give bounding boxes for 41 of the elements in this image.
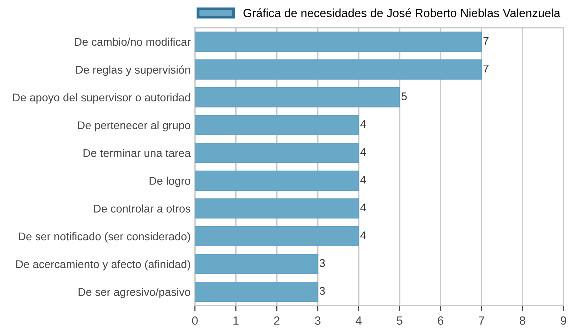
data-label: 4: [360, 176, 366, 184]
data-label: 7: [484, 64, 489, 73]
x-tick-label: 8: [520, 316, 526, 326]
x-tick-label: 6: [438, 316, 444, 326]
y-tick-label: De ser agresivo/pasivo: [78, 288, 191, 298]
bar: [195, 60, 482, 80]
x-tick-label: 1: [234, 316, 239, 325]
x-tick-label: 7: [479, 316, 484, 325]
x-tick-label: 0: [192, 316, 198, 326]
data-label: 5: [402, 92, 407, 101]
x-tick-label: 5: [397, 316, 403, 326]
data-label: 3: [320, 287, 326, 296]
y-tick-label: De ser notificado (ser considerado): [18, 232, 190, 243]
data-label: 3: [320, 259, 326, 268]
data-label: 4: [360, 148, 366, 156]
y-tick-label: De terminar una tarea: [84, 149, 191, 158]
data-label: 7: [484, 37, 489, 45]
bar: [195, 198, 360, 219]
legend-label: Gráfica de necesidades de José Roberto Nieblas Valenzuela: [244, 8, 561, 18]
x-tick-label: 9: [560, 316, 566, 326]
x-tick-label: 3: [315, 316, 321, 326]
bar: [195, 282, 318, 302]
bar: [195, 115, 360, 136]
bar: [195, 87, 400, 108]
data-label: 4: [360, 232, 366, 240]
y-tick-label: De pertenecer al grupo: [78, 121, 191, 132]
x-tick-label: 2: [274, 316, 280, 325]
y-tick-label: De apoyo del supervisor o autoridad: [13, 94, 190, 104]
x-tick-label: 4: [356, 316, 362, 325]
bar: [195, 32, 482, 52]
y-tick-label: De cambio/no modificar: [75, 38, 191, 46]
bar: [195, 226, 360, 247]
y-tick-label: De acercamiento y afecto (afinidad): [16, 260, 190, 271]
bar: [195, 170, 360, 191]
bar: [195, 143, 360, 164]
bar: [195, 254, 318, 274]
y-tick-label: De controlar a otros: [94, 204, 191, 213]
data-label: 4: [360, 204, 366, 212]
y-tick-label: De reglas y supervisión: [76, 66, 190, 76]
data-label: 4: [360, 120, 366, 128]
y-tick-label: De logro: [150, 176, 191, 188]
